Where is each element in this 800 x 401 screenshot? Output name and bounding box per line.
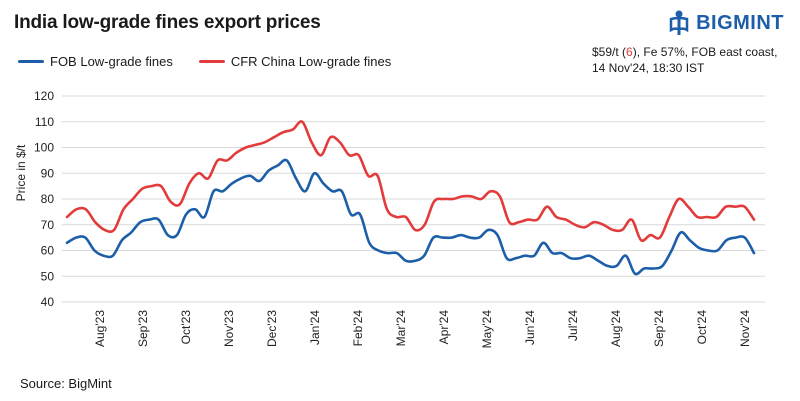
x-tick-label: Apr'24 — [437, 310, 451, 345]
series-line-cfr — [65, 120, 756, 243]
note-price: $59/t ( — [592, 45, 627, 59]
x-tick-label: Jan'24 — [308, 310, 322, 345]
legend: FOB Low-grade fines CFR China Low-grade … — [18, 54, 391, 69]
y-tick-label: 40 — [41, 295, 55, 309]
y-axis: 40 50 60 70 80 90 100 110 120 — [34, 89, 54, 309]
grid — [62, 95, 765, 303]
y-axis-label: Price in $/t — [14, 144, 28, 201]
legend-label-fob: FOB Low-grade fines — [50, 54, 173, 69]
note-change: 6 — [626, 45, 633, 59]
y-tick-label: 100 — [34, 141, 54, 155]
source-note: Source: BigMint — [20, 376, 112, 391]
x-tick-label: Mar'24 — [394, 310, 408, 347]
x-tick-label: Aug'24 — [609, 310, 623, 347]
x-tick-label: Feb'24 — [351, 310, 365, 347]
x-tick-label: Aug'23 — [93, 310, 107, 347]
legend-label-cfr: CFR China Low-grade fines — [230, 54, 392, 69]
y-tick-label: 50 — [41, 269, 55, 283]
x-tick-label: Nov'24 — [738, 310, 752, 347]
x-tick-label: Jul'24 — [566, 310, 580, 341]
chart-title: India low-grade fines export prices — [14, 12, 321, 33]
x-tick-label: Dec'23 — [265, 310, 279, 347]
y-tick-label: 110 — [35, 115, 54, 129]
price-note: $59/t (6), Fe 57%, FOB east coast, 14 No… — [592, 44, 786, 76]
note-date: 14 Nov'24, 18:30 IST — [592, 61, 705, 75]
y-tick-label: 120 — [34, 89, 54, 103]
note-rest: ), Fe 57%, FOB east coast, — [632, 45, 778, 59]
y-tick-label: 60 — [41, 244, 55, 258]
legend-item-cfr: CFR China Low-grade fines — [198, 54, 392, 69]
legend-swatch-cfr — [198, 60, 225, 63]
series-line-fob — [65, 158, 756, 276]
legend-swatch-fob — [18, 60, 44, 63]
x-tick-label: May'24 — [480, 310, 494, 349]
x-tick-label: Nov'23 — [222, 310, 236, 347]
y-tick-label: 80 — [41, 192, 55, 206]
x-tick-label: Sep'24 — [652, 310, 666, 347]
brand-logo: BIGMINT — [668, 10, 784, 36]
x-axis: Aug'23 Sep'23 Oct'23 Nov'23 Dec'23 Jan'24 Feb'… — [93, 310, 752, 349]
x-tick-label: Oct'24 — [695, 310, 709, 345]
brand-name: BIGMINT — [696, 11, 784, 34]
brand-person-icon — [669, 10, 689, 35]
legend-item-fob: FOB Low-grade fines — [18, 54, 173, 69]
x-tick-label: Oct'23 — [179, 310, 193, 345]
y-tick-label: 90 — [41, 166, 55, 180]
series-lines — [65, 120, 756, 276]
x-tick-label: Jun'24 — [523, 310, 537, 345]
y-tick-label: 70 — [41, 218, 55, 232]
x-tick-label: Sep'23 — [136, 310, 150, 347]
